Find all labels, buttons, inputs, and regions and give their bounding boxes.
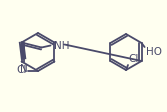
Text: NH: NH [54,41,69,51]
Text: Cl: Cl [128,54,138,64]
Text: HO: HO [146,47,162,57]
Text: N: N [20,64,27,73]
Text: Cl: Cl [17,65,27,75]
